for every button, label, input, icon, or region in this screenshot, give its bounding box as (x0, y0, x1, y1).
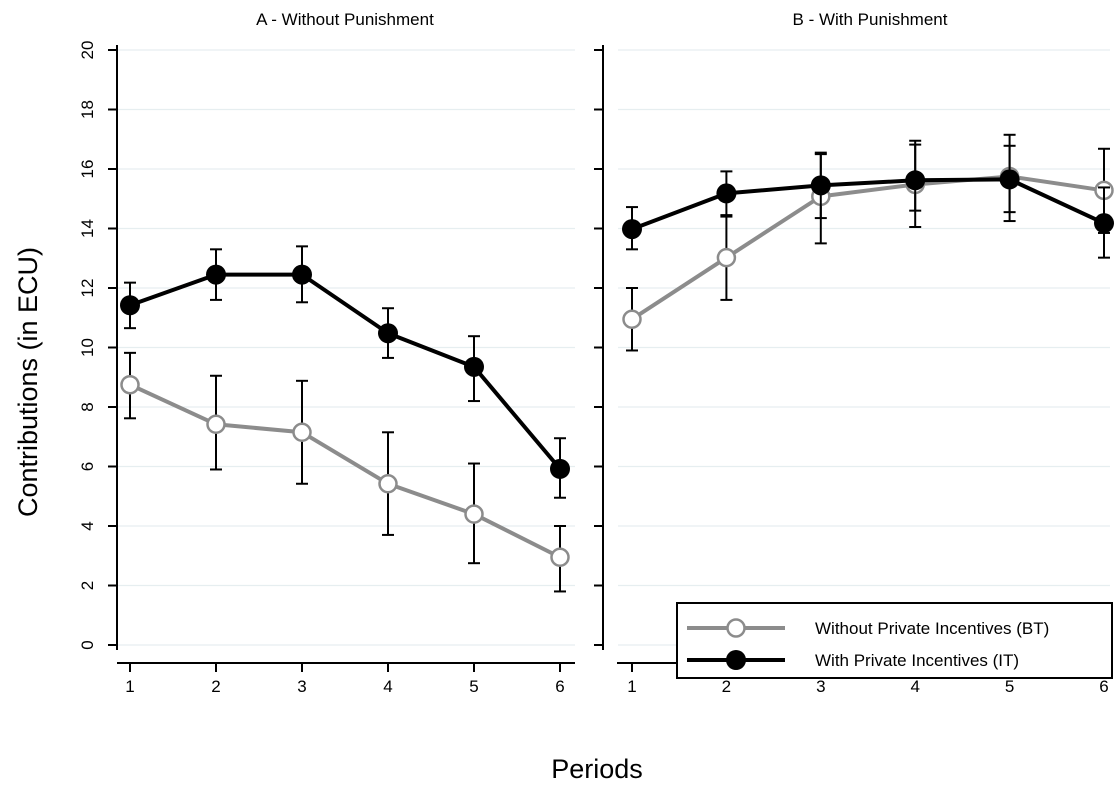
series-it (120, 245, 570, 499)
y-tick-label: 12 (78, 279, 97, 298)
data-point (622, 219, 642, 240)
panel-title-a: A - Without Punishment (256, 10, 434, 29)
data-point (206, 264, 226, 285)
x-tick-label: 4 (910, 677, 919, 696)
series (120, 133, 1114, 593)
data-point (622, 309, 642, 329)
y-tick-label: 20 (78, 41, 97, 60)
x-tick-label: 4 (383, 677, 392, 696)
series-line (631, 177, 1105, 231)
y-axis-title: Contributions (in ECU) (13, 247, 43, 517)
series-line (630, 174, 1105, 321)
y-tick-label: 16 (78, 160, 97, 179)
y-tick-label: 18 (78, 100, 97, 119)
legend-marker-it (726, 650, 746, 670)
data-point (810, 175, 831, 196)
legend-label-it: With Private Incentives (IT) (815, 651, 1019, 670)
y-tick-label: 6 (78, 462, 97, 471)
data-point (550, 458, 570, 479)
data-point (378, 474, 398, 494)
x-tick-label: 6 (1099, 677, 1108, 696)
data-point (999, 169, 1020, 190)
x-tick-label: 1 (627, 677, 636, 696)
grid-lines (117, 49, 1110, 646)
x-tick-label: 2 (211, 677, 220, 696)
y-tick-label: 2 (78, 581, 97, 590)
series-bt (622, 143, 1114, 352)
x-tick-label: 6 (555, 677, 564, 696)
x-tick-label: 1 (125, 677, 134, 696)
data-point (716, 247, 737, 268)
series-it (622, 133, 1114, 259)
data-point (464, 504, 484, 524)
x-tick-label: 5 (469, 677, 478, 696)
data-point (120, 295, 140, 316)
legend-label-bt: Without Private Incentives (BT) (815, 619, 1049, 638)
data-point (378, 323, 398, 344)
series-line (129, 272, 562, 471)
data-point (464, 356, 484, 377)
data-point (292, 422, 312, 443)
x-axis-title: Periods (551, 754, 643, 784)
y-tick-label: 14 (78, 219, 97, 238)
y-tick-label: 0 (78, 640, 97, 649)
data-point (550, 547, 570, 567)
x-tick-label: 2 (722, 677, 731, 696)
data-point (292, 264, 312, 285)
y-tick-label: 10 (78, 338, 97, 357)
data-point (120, 374, 140, 395)
panel-title-b: B - With Punishment (793, 10, 948, 29)
legend: Without Private Incentives (BT) With Pri… (676, 602, 1113, 679)
legend-marker-bt (726, 618, 746, 638)
y-tick-label: 4 (78, 521, 97, 530)
x-tick-label: 3 (816, 677, 825, 696)
data-point (905, 170, 926, 191)
data-point (206, 414, 226, 435)
y-tick-label: 8 (78, 402, 97, 411)
x-tick-label: 3 (297, 677, 306, 696)
legend-box (676, 602, 1113, 679)
series-line (129, 382, 561, 560)
series-bt (120, 351, 570, 593)
data-point (1094, 213, 1114, 234)
data-point (716, 183, 737, 204)
x-tick-label: 5 (1005, 677, 1014, 696)
